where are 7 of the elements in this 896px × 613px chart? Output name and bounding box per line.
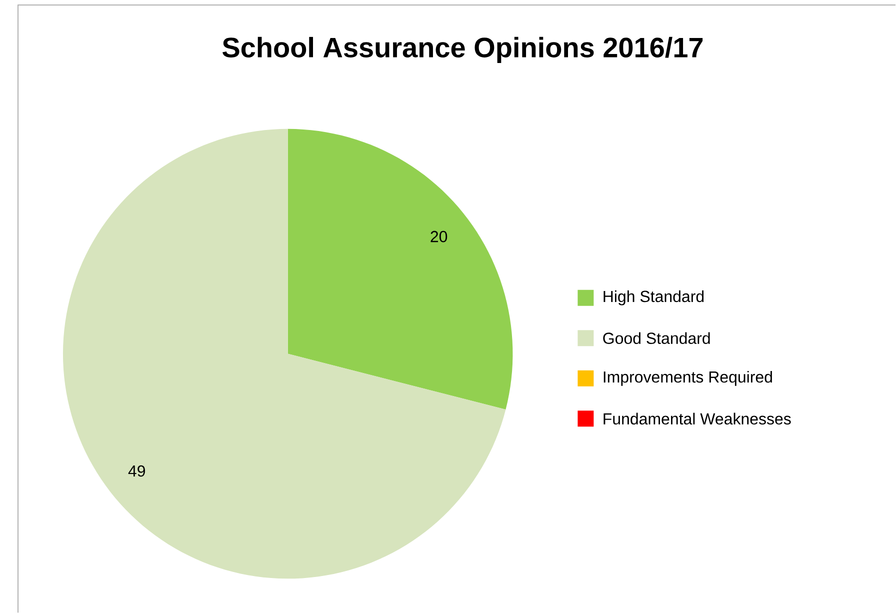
legend-label: High Standard [604, 290, 704, 306]
data-label: 20 [430, 230, 448, 242]
legend-label: Improvements Required [604, 370, 772, 386]
legend-label: Fundamental Weaknesses [604, 412, 791, 424]
chart-title: School Assurance Opinions 2016/17 [222, 36, 703, 63]
legend-label: Good Standard [603, 332, 710, 344]
data-label: 49 [128, 465, 145, 477]
